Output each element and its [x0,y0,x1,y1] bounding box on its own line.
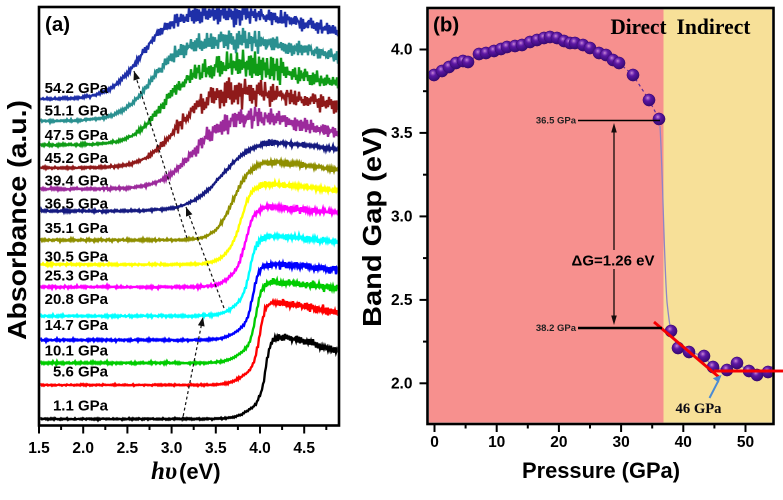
svg-text:30.5 GPa: 30.5 GPa [45,248,109,265]
svg-text:Indirect: Indirect [677,14,752,39]
svg-text:Direct: Direct [611,14,668,39]
svg-text:Pressure (GPa): Pressure (GPa) [522,458,680,483]
svg-text:10: 10 [488,434,505,451]
svg-text:2.0: 2.0 [391,375,413,392]
svg-text:50: 50 [737,434,754,451]
svg-text:38.2 GPa: 38.2 GPa [536,323,577,334]
svg-text:10.1 GPa: 10.1 GPa [45,343,109,360]
svg-text:5.6 GPa: 5.6 GPa [53,364,109,381]
svg-text:4.0: 4.0 [249,440,271,457]
svg-text:3.5: 3.5 [391,125,413,142]
svg-text:3.0: 3.0 [391,208,413,225]
svg-text:36.5 GPa: 36.5 GPa [45,196,109,213]
svg-text:4.5: 4.5 [293,440,315,457]
svg-text:20: 20 [550,434,567,451]
svg-text:(a): (a) [45,13,70,36]
svg-text:14.7 GPa: 14.7 GPa [45,317,109,334]
svg-text:3.0: 3.0 [161,440,183,457]
svg-text:Band Gap (eV): Band Gap (eV) [357,127,387,327]
svg-text:2.5: 2.5 [391,292,413,309]
svg-text:2.0: 2.0 [72,440,94,457]
svg-text:25.3 GPa: 25.3 GPa [45,267,109,284]
svg-text:51.1 GPa: 51.1 GPa [45,102,109,119]
svg-text:35.1 GPa: 35.1 GPa [45,220,109,237]
svg-text:0: 0 [430,434,439,451]
svg-text:54.2 GPa: 54.2 GPa [45,80,109,97]
svg-text:(eV): (eV) [179,459,221,484]
svg-text:1.5: 1.5 [28,440,50,457]
svg-text:30: 30 [612,434,629,451]
svg-text:3.5: 3.5 [205,440,227,457]
svg-text:46 GPa: 46 GPa [676,401,722,417]
svg-text:2.5: 2.5 [117,440,139,457]
svg-text:40: 40 [675,434,692,451]
svg-text:1.1 GPa: 1.1 GPa [53,398,109,415]
svg-text:hυ: hυ [151,458,177,485]
svg-text:ΔG=1.26 eV: ΔG=1.26 eV [572,253,655,270]
svg-text:45.2 GPa: 45.2 GPa [45,150,109,167]
svg-text:39.4 GPa: 39.4 GPa [45,173,109,190]
svg-text:Absorbance (a.u.): Absorbance (a.u.) [2,100,32,340]
svg-text:(b): (b) [433,14,459,37]
svg-text:20.8 GPa: 20.8 GPa [45,291,109,308]
svg-text:36.5 GPa: 36.5 GPa [536,116,577,127]
svg-text:4.0: 4.0 [391,42,413,59]
svg-text:47.5 GPa: 47.5 GPa [45,127,109,144]
